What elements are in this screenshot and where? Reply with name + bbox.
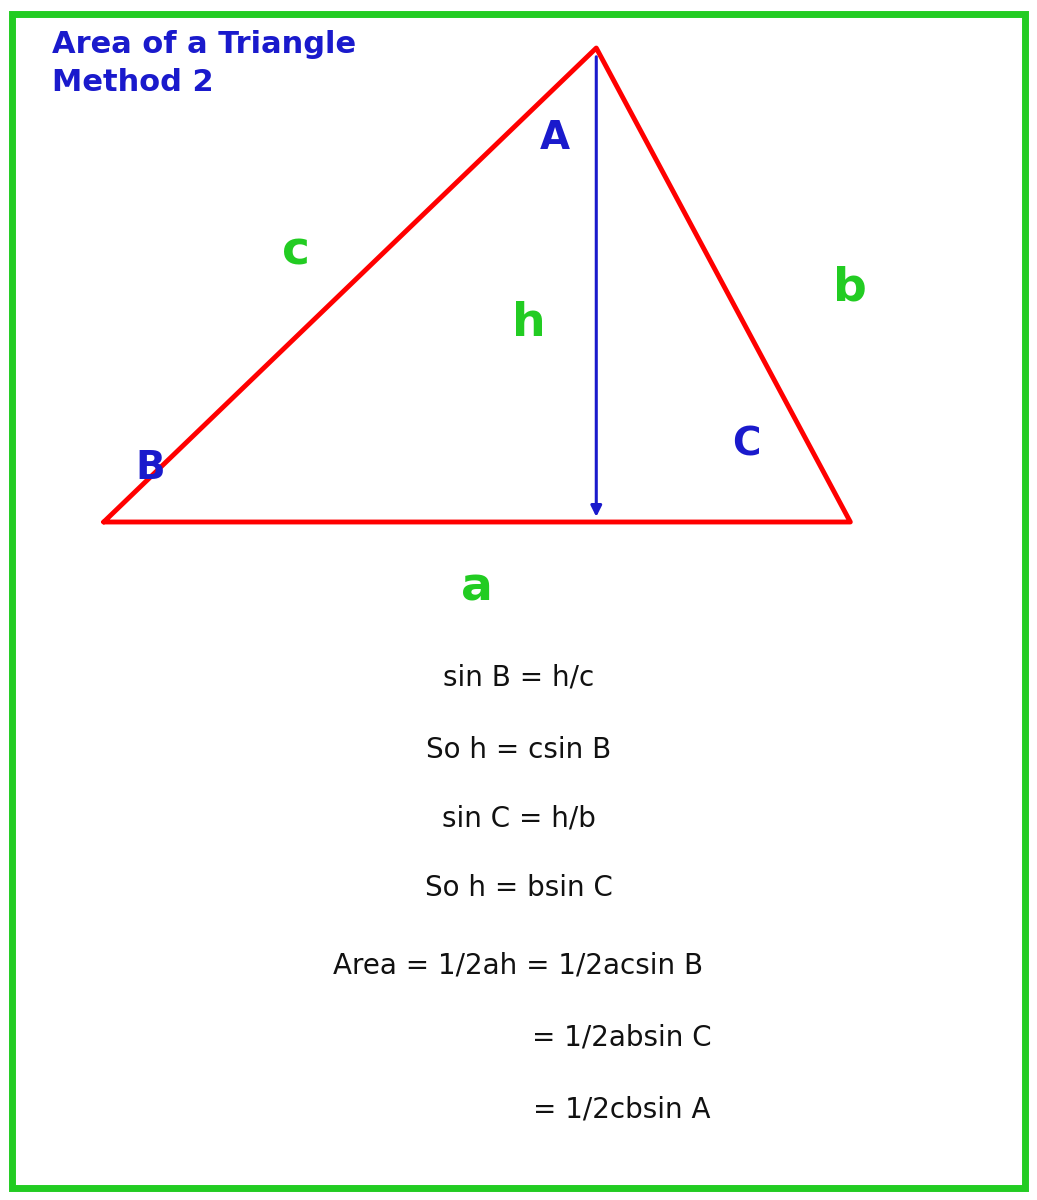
Text: h: h <box>512 301 545 347</box>
Text: = 1/2absin C: = 1/2absin C <box>532 1024 712 1052</box>
Text: Area of a Triangle
Method 2: Area of a Triangle Method 2 <box>52 30 356 97</box>
Text: b: b <box>834 265 867 311</box>
Text: sin C = h/b: sin C = h/b <box>442 804 595 833</box>
Text: Area = 1/2ah = 1/2acsin B: Area = 1/2ah = 1/2acsin B <box>334 952 703 980</box>
Text: A: A <box>539 119 570 157</box>
Text: = 1/2cbsin A: = 1/2cbsin A <box>533 1096 711 1124</box>
Text: So h = bsin C: So h = bsin C <box>424 874 613 902</box>
Text: c: c <box>281 229 310 275</box>
Text: sin B = h/c: sin B = h/c <box>443 664 594 692</box>
Text: So h = csin B: So h = csin B <box>426 736 611 764</box>
Text: B: B <box>136 449 165 487</box>
Text: C: C <box>732 425 761 463</box>
Text: a: a <box>461 565 493 611</box>
